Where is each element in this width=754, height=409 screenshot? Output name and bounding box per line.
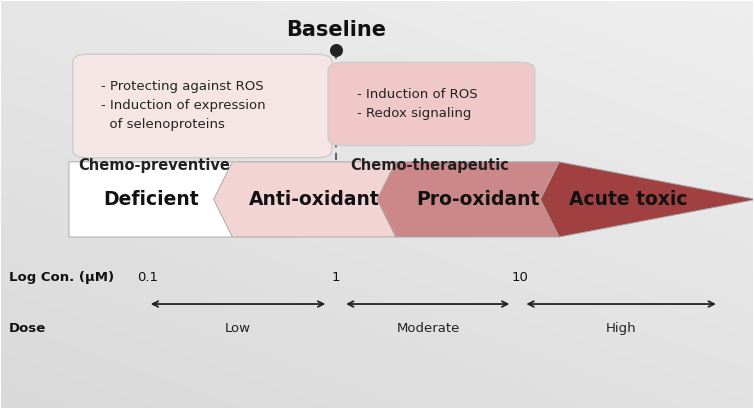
Text: 1: 1 [332, 271, 340, 284]
FancyBboxPatch shape [72, 54, 332, 158]
Text: Log Con. (μM): Log Con. (μM) [9, 271, 114, 284]
Text: Anti-oxidant: Anti-oxidant [249, 190, 379, 209]
Text: Baseline: Baseline [286, 20, 386, 40]
Polygon shape [69, 162, 251, 237]
Text: - Protecting against ROS
- Induction of expression
  of selenoproteins: - Protecting against ROS - Induction of … [101, 81, 266, 131]
Text: Acute toxic: Acute toxic [569, 190, 687, 209]
Text: Chemo-therapeutic: Chemo-therapeutic [351, 158, 510, 173]
Text: Moderate: Moderate [397, 322, 460, 335]
Text: Chemo-preventive: Chemo-preventive [78, 158, 231, 173]
Polygon shape [377, 162, 578, 237]
Text: Deficient: Deficient [103, 190, 198, 209]
Text: - Induction of ROS
- Redox signaling: - Induction of ROS - Redox signaling [357, 88, 477, 120]
Text: Dose: Dose [9, 322, 46, 335]
Text: 0.1: 0.1 [137, 271, 158, 284]
Text: Pro-oxidant: Pro-oxidant [415, 190, 539, 209]
Text: Low: Low [225, 322, 251, 335]
Point [329, 47, 342, 54]
Text: 10: 10 [511, 271, 528, 284]
FancyBboxPatch shape [328, 62, 535, 146]
Polygon shape [213, 162, 415, 237]
Text: High: High [605, 322, 636, 335]
Polygon shape [541, 162, 754, 237]
